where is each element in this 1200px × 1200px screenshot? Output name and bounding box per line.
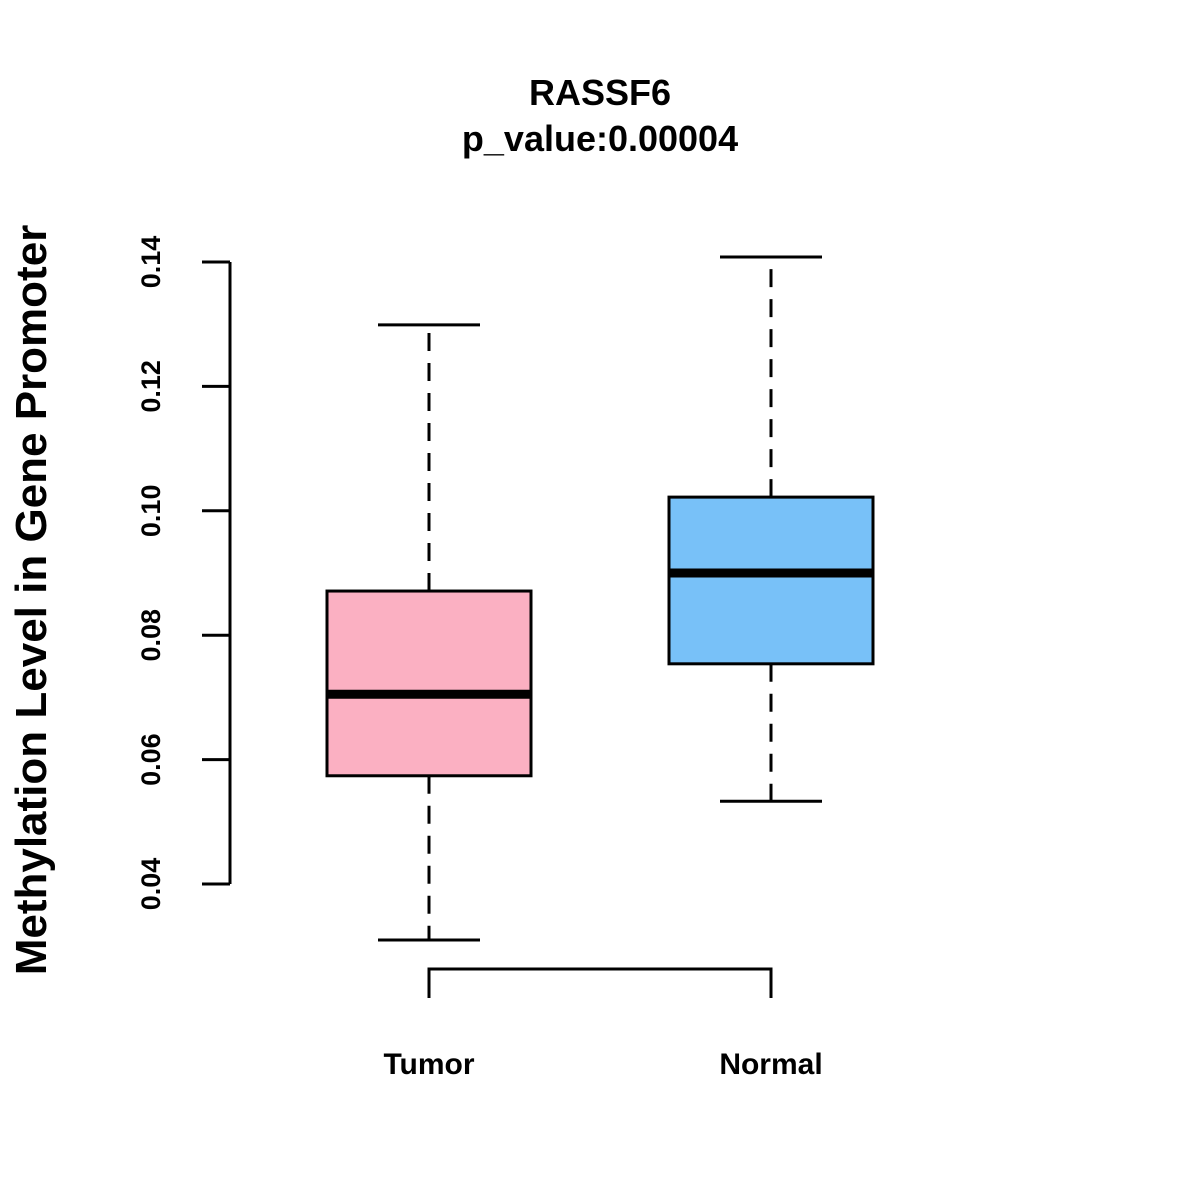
box-tumor	[325, 323, 533, 942]
y-tick-label: 0.06	[136, 733, 166, 786]
y-axis: 0.04 0.06 0.08 0.10 0.12 0.14	[136, 236, 232, 911]
y-tick-label: 0.14	[136, 236, 166, 289]
iqr-box	[325, 589, 533, 778]
x-label-tumor: Tumor	[383, 1048, 474, 1081]
y-axis-label: Methylation Level in Gene Promoter	[7, 225, 56, 976]
comparison-bracket	[427, 967, 773, 998]
y-tick-label: 0.04	[136, 858, 166, 911]
y-tick-label: 0.08	[136, 609, 166, 662]
x-label-normal: Normal	[719, 1048, 822, 1081]
bracket-path	[427, 967, 773, 998]
chart-subtitle: p_value:0.00004	[462, 118, 738, 159]
y-tick-label: 0.10	[136, 485, 166, 538]
boxes-group	[325, 255, 875, 942]
y-tick-label: 0.12	[136, 360, 166, 413]
chart-title: RASSF6	[529, 72, 671, 113]
iqr-box	[667, 495, 875, 666]
box-normal	[667, 255, 875, 803]
x-axis-labels: Tumor Normal	[383, 1048, 822, 1081]
